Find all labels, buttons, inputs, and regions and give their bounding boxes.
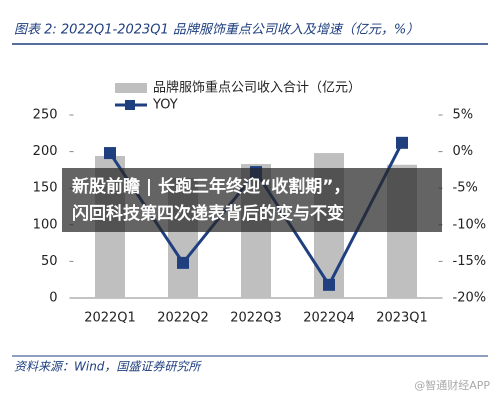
y-tick-label: 0: [49, 291, 57, 306]
x-tick-label: 2022Q2: [157, 311, 209, 326]
x-tick-label: 2022Q1: [84, 311, 136, 326]
y-tick-label: 250: [33, 108, 58, 123]
y2-tick-label: -20%: [453, 291, 487, 306]
chart-title: 图表 2: 2022Q1-2023Q1 品牌服饰重点公司收入及增速（亿元，%）: [14, 22, 419, 38]
overlay-line: 新股前瞻 | 长跑三年终迎“收割期”，: [72, 176, 350, 197]
point: [177, 256, 189, 269]
y-tick-label: 200: [33, 144, 58, 159]
y2-tick-label: 0%: [453, 144, 474, 159]
x-tick-label: 2022Q3: [230, 311, 282, 326]
y-tick-label: 50: [41, 254, 58, 269]
x-tick-label: 2023Q1: [376, 311, 428, 326]
legend-label: 品牌服饰重点公司收入合计（亿元）: [153, 80, 361, 96]
y-tick-label: 100: [33, 217, 58, 232]
watermark: @智通财经APP: [414, 378, 490, 392]
source: 资料来源：Wind，国盛证券研究所: [14, 360, 202, 374]
x-tick-label: 2022Q4: [303, 311, 355, 326]
overlay-line: 闪回科技第四次递表背后的变与不变: [72, 203, 344, 224]
y2-tick-label: -15%: [453, 254, 487, 269]
point: [104, 147, 116, 160]
overlay-banner: [62, 168, 442, 232]
y-tick-label: 150: [33, 181, 58, 196]
legend-swatch: [115, 83, 147, 93]
y2-tick-label: -5%: [453, 181, 478, 196]
y2-tick-label: 5%: [453, 108, 474, 123]
legend-swatch: [125, 100, 135, 110]
point: [323, 278, 335, 291]
legend-label: YOY: [152, 98, 178, 113]
y2-tick-label: -10%: [453, 217, 487, 232]
point: [396, 136, 408, 149]
